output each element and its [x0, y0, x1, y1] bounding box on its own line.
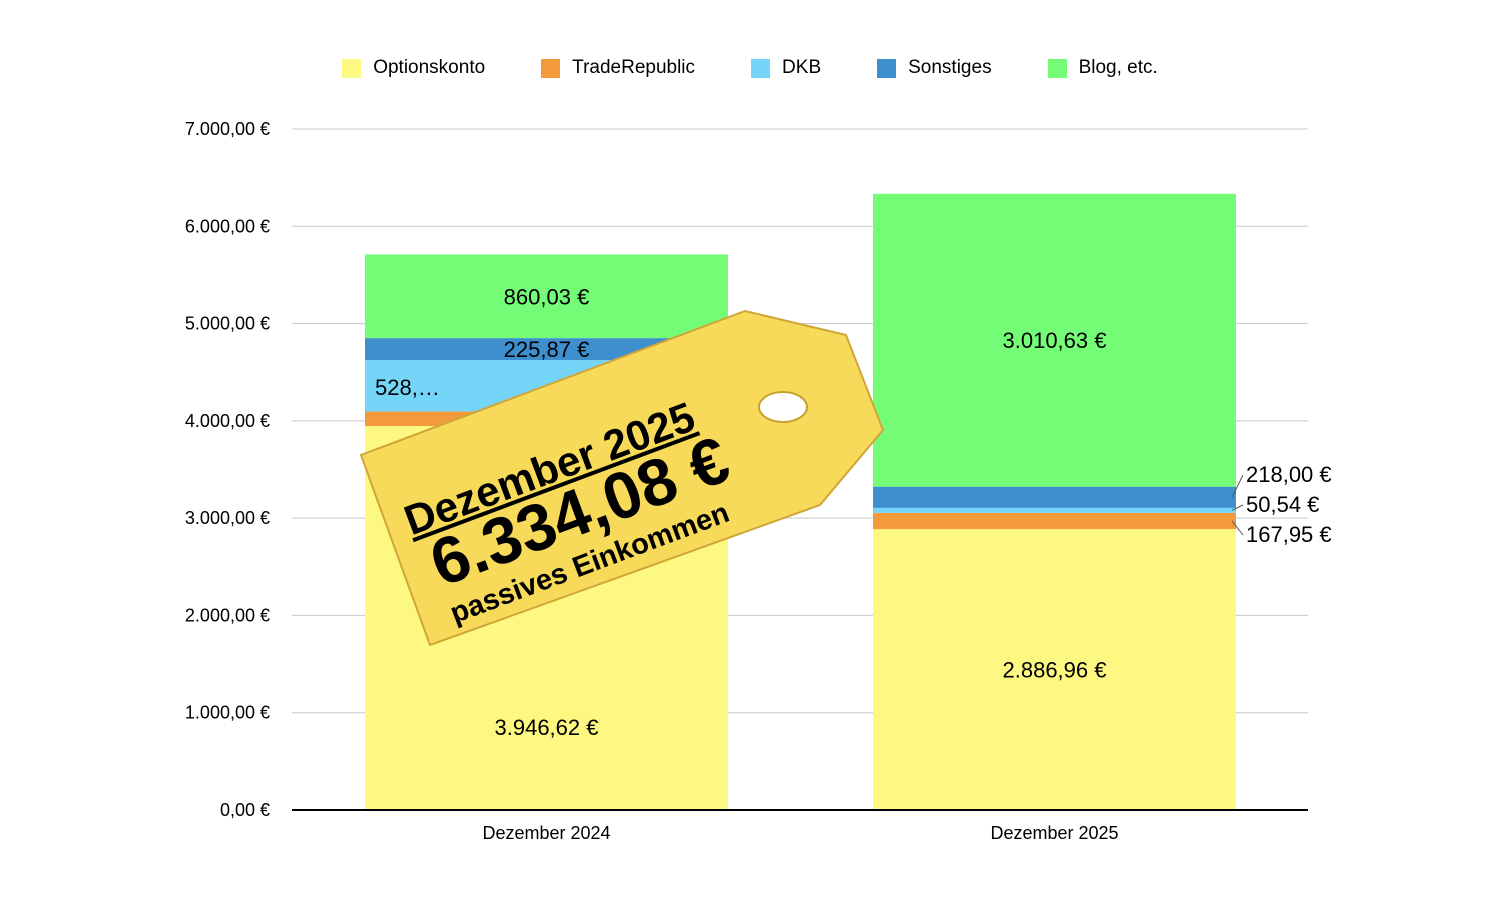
bar-segment: [873, 507, 1236, 513]
data-label: 50,54 €: [1246, 492, 1319, 517]
legend-swatch: [751, 58, 771, 78]
data-label: 3.010,63 €: [1003, 328, 1107, 353]
y-tick-label: 6.000,00 €: [185, 216, 270, 236]
x-tick-label: Dezember 2024: [482, 823, 610, 843]
x-tick-label: Dezember 2025: [990, 823, 1118, 843]
data-label: 2.886,96 €: [1003, 658, 1107, 683]
legend-swatch: [342, 58, 362, 78]
legend-label: DKB: [782, 57, 822, 78]
legend-swatch: [541, 58, 561, 78]
data-label: 528,…: [375, 375, 440, 400]
legend-label: Optionskonto: [373, 57, 486, 78]
y-tick-label: 3.000,00 €: [185, 508, 270, 528]
legend-label: Blog, etc.: [1078, 57, 1158, 78]
y-tick-label: 1.000,00 €: [185, 703, 270, 723]
bar-segment: [873, 486, 1236, 508]
y-tick-label: 0,00 €: [220, 800, 270, 820]
legend-item: TradeRepublic: [541, 57, 695, 79]
legend-label: TradeRepublic: [572, 57, 696, 78]
price-tag-shape: [359, 309, 885, 647]
bar-segment: [873, 512, 1236, 530]
label-leader-line: [1231, 504, 1244, 511]
legend-swatch: [877, 58, 897, 78]
label-leader-line: [1231, 474, 1244, 498]
tag-hole-icon: [758, 391, 808, 423]
legend-swatch: [1047, 58, 1067, 78]
data-label: 218,00 €: [1246, 462, 1332, 487]
legend: Optionskonto TradeRepublic DKB Sonstiges Blo…: [0, 57, 1500, 79]
legend-item: DKB: [751, 57, 821, 79]
data-label: 225,87 €: [504, 337, 590, 362]
legend-item: Sonstiges: [877, 57, 992, 79]
bar-segment: [365, 254, 728, 339]
data-label: 860,03 €: [504, 284, 590, 309]
y-tick-label: 4.000,00 €: [185, 411, 270, 431]
y-tick-label: 7.000,00 €: [185, 119, 270, 139]
data-label: 167,95 €: [1246, 522, 1332, 547]
legend-item: Optionskonto: [342, 57, 485, 79]
label-leader-line: [1231, 520, 1244, 536]
bar-segment: [873, 193, 1236, 487]
y-tick-label: 5.000,00 €: [185, 314, 270, 334]
bar-segment: [873, 529, 1236, 810]
legend-label: Sonstiges: [908, 57, 992, 78]
legend-item: Blog, etc.: [1047, 57, 1158, 79]
data-label: 3.946,62 €: [495, 715, 599, 740]
y-tick-label: 2.000,00 €: [185, 605, 270, 625]
